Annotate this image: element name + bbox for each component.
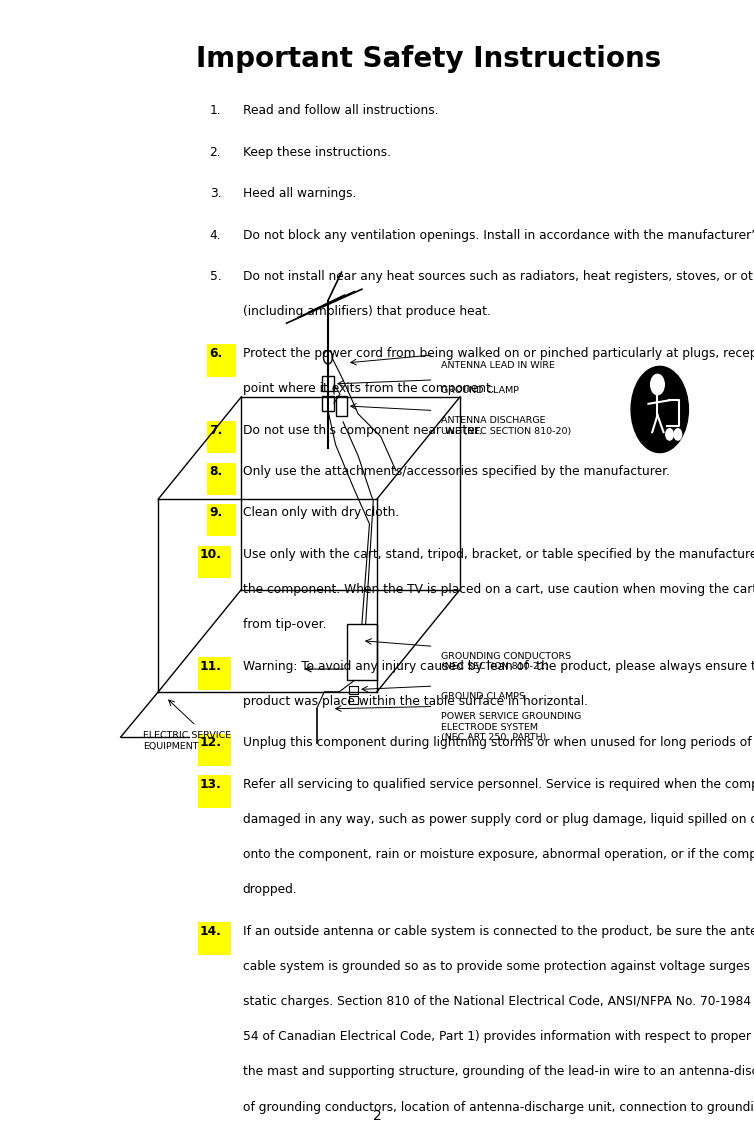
Text: GROUND CLAMPS: GROUND CLAMPS	[441, 692, 525, 701]
Text: ELECTRIC SERVICE
EQUIPMENT: ELECTRIC SERVICE EQUIPMENT	[143, 731, 231, 751]
FancyBboxPatch shape	[198, 658, 231, 689]
Text: Protect the power cord from being walked on or pinched particularly at plugs, re: Protect the power cord from being walked…	[243, 347, 754, 359]
Text: 14.: 14.	[200, 925, 222, 938]
Circle shape	[631, 366, 688, 452]
Text: onto the component, rain or moisture exposure, abnormal operation, or if the com: onto the component, rain or moisture exp…	[243, 848, 754, 861]
Text: the component. When the TV is placed on a cart, use caution when moving the cart: the component. When the TV is placed on …	[243, 583, 754, 596]
Text: 8.: 8.	[210, 465, 223, 479]
Bar	[347, 624, 377, 680]
Text: 5.: 5.	[210, 270, 222, 284]
Bar	[336, 396, 347, 416]
Text: 11.: 11.	[200, 660, 222, 672]
Circle shape	[666, 429, 673, 440]
Text: Heed all warnings.: Heed all warnings.	[243, 187, 356, 201]
Text: product was place within the table surface in horizontal.: product was place within the table surfa…	[243, 695, 588, 708]
Text: Keep these instructions.: Keep these instructions.	[243, 146, 391, 159]
Bar	[322, 376, 334, 391]
Text: of grounding conductors, location of antenna-discharge unit, connection to groun: of grounding conductors, location of ant…	[243, 1101, 754, 1114]
FancyBboxPatch shape	[198, 776, 231, 807]
Text: 7.: 7.	[210, 423, 223, 437]
FancyBboxPatch shape	[207, 503, 236, 536]
Text: Clean only with dry cloth.: Clean only with dry cloth.	[243, 507, 399, 519]
Text: from tip-over.: from tip-over.	[243, 618, 326, 632]
Text: Do not use this component near water.: Do not use this component near water.	[243, 423, 483, 437]
Circle shape	[651, 374, 664, 395]
Text: ANTENNA DISCHARGE
UNIT(NEC SECTION 810-20): ANTENNA DISCHARGE UNIT(NEC SECTION 810-2…	[441, 416, 572, 435]
Text: POWER SERVICE GROUNDING
ELECTRODE SYSTEM
(NEC ART 250, PARTH): POWER SERVICE GROUNDING ELECTRODE SYSTEM…	[441, 712, 581, 742]
FancyBboxPatch shape	[207, 463, 236, 494]
FancyBboxPatch shape	[198, 545, 231, 578]
Text: 4.: 4.	[210, 229, 221, 242]
Text: point where it exits from the component.: point where it exits from the component.	[243, 382, 495, 395]
Bar	[349, 686, 358, 694]
Text: ANTENNA LEAD IN WIRE: ANTENNA LEAD IN WIRE	[441, 361, 555, 370]
Text: Refer all servicing to qualified service personnel. Service is required when the: Refer all servicing to qualified service…	[243, 778, 754, 790]
Text: Use only with the cart, stand, tripod, bracket, or table specified by the manufa: Use only with the cart, stand, tripod, b…	[243, 548, 754, 561]
Text: 3.: 3.	[210, 187, 221, 201]
Text: 6.: 6.	[210, 347, 223, 359]
Text: the mast and supporting structure, grounding of the lead-in wire to an antenna-d: the mast and supporting structure, groun…	[243, 1066, 754, 1078]
Text: cable system is grounded so as to provide some protection against voltage surges: cable system is grounded so as to provid…	[243, 960, 754, 973]
Text: 1.: 1.	[210, 104, 221, 117]
FancyBboxPatch shape	[207, 421, 236, 454]
Text: Read and follow all instructions.: Read and follow all instructions.	[243, 104, 438, 117]
Text: Do not install near any heat sources such as radiators, heat registers, stoves, : Do not install near any heat sources suc…	[243, 270, 754, 284]
Text: Only use the attachments/accessories specified by the manufacturer.: Only use the attachments/accessories spe…	[243, 465, 670, 479]
Bar	[322, 396, 334, 411]
FancyBboxPatch shape	[198, 734, 231, 767]
Text: dropped.: dropped.	[243, 883, 298, 896]
Text: 13.: 13.	[200, 778, 222, 790]
Text: 2.: 2.	[210, 146, 221, 159]
Text: 10.: 10.	[200, 548, 222, 561]
FancyBboxPatch shape	[207, 345, 236, 376]
Text: GROUNDING CONDUCTORS
(NEC SECTION 810-21): GROUNDING CONDUCTORS (NEC SECTION 810-21…	[441, 652, 572, 671]
Text: GROUND CLAMP: GROUND CLAMP	[441, 386, 519, 395]
Circle shape	[674, 429, 682, 440]
Text: static charges. Section 810 of the National Electrical Code, ANSI/NFPA No. 70-19: static charges. Section 810 of the Natio…	[243, 996, 754, 1008]
FancyBboxPatch shape	[198, 922, 231, 955]
Text: (including amplifiers) that produce heat.: (including amplifiers) that produce heat…	[243, 305, 491, 319]
Text: Unplug this component during lightning storms or when unused for long periods of: Unplug this component during lightning s…	[243, 736, 754, 750]
Text: Warning: To avoid any injury caused by lean of  the product, please always ensur: Warning: To avoid any injury caused by l…	[243, 660, 754, 672]
Text: 54 of Canadian Electrical Code, Part 1) provides information with respect to pro: 54 of Canadian Electrical Code, Part 1) …	[243, 1031, 754, 1043]
Text: If an outside antenna or cable system is connected to the product, be sure the a: If an outside antenna or cable system is…	[243, 925, 754, 938]
Text: 2: 2	[372, 1109, 382, 1123]
Text: 9.: 9.	[210, 507, 223, 519]
Text: damaged in any way, such as power supply cord or plug damage, liquid spilled on : damaged in any way, such as power supply…	[243, 813, 754, 826]
Text: Do not block any ventilation openings. Install in accordance with the manufactur: Do not block any ventilation openings. I…	[243, 229, 754, 242]
Text: Important Safety Instructions: Important Safety Instructions	[196, 45, 661, 74]
Bar	[349, 696, 358, 704]
Text: 12.: 12.	[200, 736, 222, 750]
